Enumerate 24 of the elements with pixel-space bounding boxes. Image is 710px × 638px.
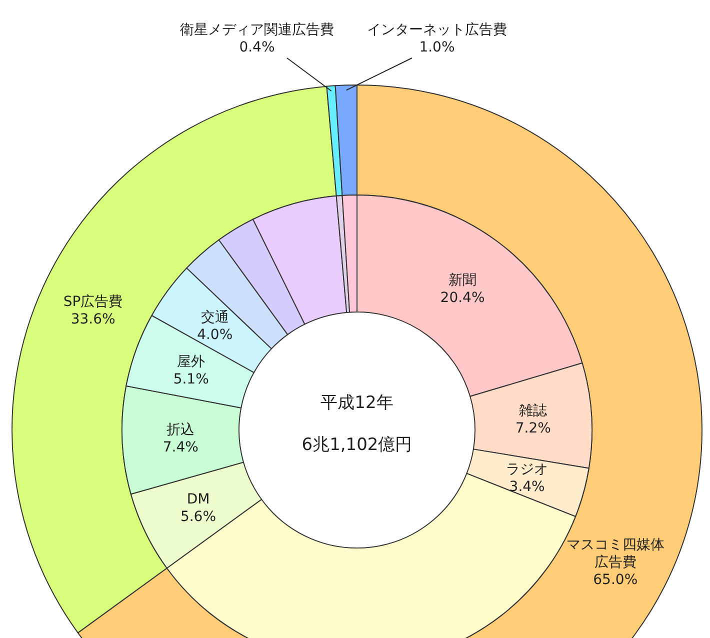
slice-label: DM [186,491,210,508]
text: 6兆1,102億円 [302,435,412,455]
slice-label: 新聞 [448,272,477,289]
slice-label: 衛星メディア関連広告費 [180,22,334,38]
slice-label: マスコミ四媒体広告費 [566,537,664,571]
slice-label: 雑誌 [519,403,548,420]
data-label: 5.1% [173,371,209,388]
slice-label: 交通 [200,310,229,326]
text: 平成12年 [320,393,394,413]
data-label: 4.0% [197,327,233,344]
slice-label: 屋外 [177,354,206,370]
data-label: 33.6% [70,311,116,328]
slice-label: 折込 [166,422,195,438]
data-label: 20.4% [440,290,485,306]
data-label: 7.4% [162,439,198,456]
slice-label: ラジオ [506,461,548,478]
data-label: 0.4% [239,40,275,56]
data-label: 65.0% [593,572,638,588]
slice-label: インターネット広告費 [367,22,507,38]
data-label: 7.2% [515,420,551,437]
data-label: 1.0% [419,40,455,56]
data-label: 3.4% [509,478,545,495]
slice-label: SP広告費 [63,294,123,310]
data-label: 5.6% [180,508,216,525]
